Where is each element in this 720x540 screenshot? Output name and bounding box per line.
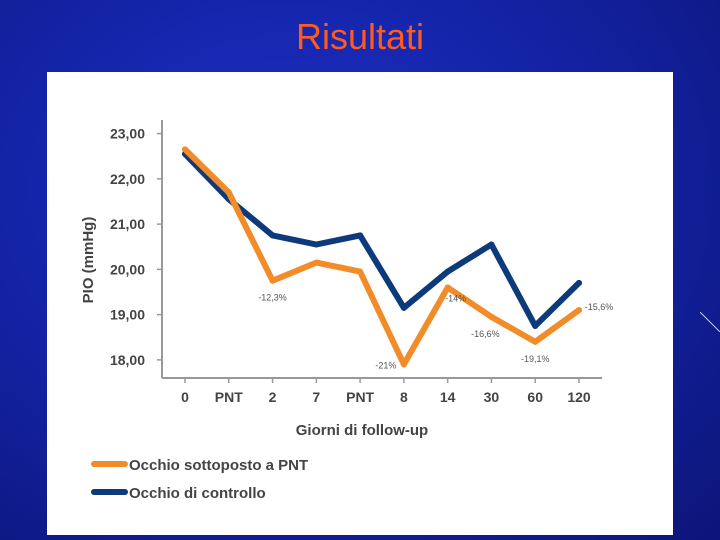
x-tick-label: 14 bbox=[440, 389, 456, 405]
x-tick-label: 8 bbox=[400, 389, 408, 405]
series-1-point bbox=[357, 232, 364, 239]
x-tick-label: 120 bbox=[567, 389, 591, 405]
data-label: -21% bbox=[375, 360, 396, 370]
series-1-point bbox=[400, 304, 407, 311]
series-0-point bbox=[313, 259, 320, 266]
x-tick-label: 0 bbox=[181, 389, 189, 405]
x-tick-label: 7 bbox=[312, 389, 320, 405]
decorative-line bbox=[700, 312, 720, 332]
series-0-point bbox=[225, 189, 232, 196]
x-tick-label: PNT bbox=[346, 389, 374, 405]
slide-title: Risultati bbox=[295, 16, 425, 57]
y-tick-label: 20,00 bbox=[110, 261, 145, 277]
series-1-point bbox=[444, 268, 451, 275]
y-tick-label: 21,00 bbox=[110, 216, 145, 232]
y-tick-label: 18,00 bbox=[110, 352, 145, 368]
series-1-point bbox=[313, 241, 320, 248]
x-tick-label: 30 bbox=[484, 389, 500, 405]
data-label: -15,6% bbox=[585, 302, 614, 312]
data-label: -16,6% bbox=[471, 329, 500, 339]
series-1-point bbox=[576, 279, 582, 286]
y-tick-label: 19,00 bbox=[110, 307, 145, 323]
x-tick-label: PNT bbox=[215, 389, 243, 405]
series-1-point bbox=[269, 232, 276, 239]
y-ticks: 23,00 22,00 21,00 20,00 19,00 18,00 bbox=[110, 126, 162, 368]
series bbox=[182, 146, 582, 368]
data-label: -14% bbox=[445, 293, 466, 303]
series-0-point bbox=[400, 361, 407, 368]
x-tick-label: 60 bbox=[527, 389, 543, 405]
data-label: -12,3% bbox=[258, 293, 287, 303]
series-0-point bbox=[444, 284, 451, 291]
y-axis-title: PIO (mmHg) bbox=[80, 217, 97, 304]
legend: Occhio sottoposto a PNT Occhio di control… bbox=[91, 457, 308, 502]
data-labels: -12,3% -21% -14% -16,6% -19,1% -15,6% bbox=[258, 293, 613, 371]
series-0-point bbox=[269, 277, 276, 284]
series-0-point bbox=[576, 307, 582, 314]
series-line-1 bbox=[182, 150, 582, 329]
series-0-point bbox=[488, 313, 495, 320]
series-0-point bbox=[182, 146, 188, 153]
chart-panel: 23,00 22,00 21,00 20,00 19,00 18,00 0 PNT 2 7 PNT… bbox=[47, 72, 673, 535]
x-axis-title: Giorni di follow-up bbox=[296, 422, 428, 439]
axes bbox=[161, 120, 602, 379]
x-ticks: 0 PNT 2 7 PNT 8 14 30 60 120 bbox=[181, 378, 591, 405]
series-line-0 bbox=[182, 146, 582, 368]
legend-label-1: Occhio di controllo bbox=[129, 485, 266, 502]
series-1-point bbox=[488, 241, 495, 248]
series-1-point bbox=[532, 322, 539, 329]
series-0-point bbox=[357, 268, 364, 275]
line-chart: 23,00 22,00 21,00 20,00 19,00 18,00 0 PNT 2 7 PNT… bbox=[80, 120, 613, 502]
y-tick-label: 23,00 bbox=[110, 126, 145, 142]
series-0-point bbox=[532, 338, 539, 345]
data-label: -19,1% bbox=[521, 354, 550, 364]
y-tick-label: 22,00 bbox=[110, 171, 145, 187]
x-tick-label: 2 bbox=[269, 389, 277, 405]
legend-label-0: Occhio sottoposto a PNT bbox=[129, 457, 308, 474]
